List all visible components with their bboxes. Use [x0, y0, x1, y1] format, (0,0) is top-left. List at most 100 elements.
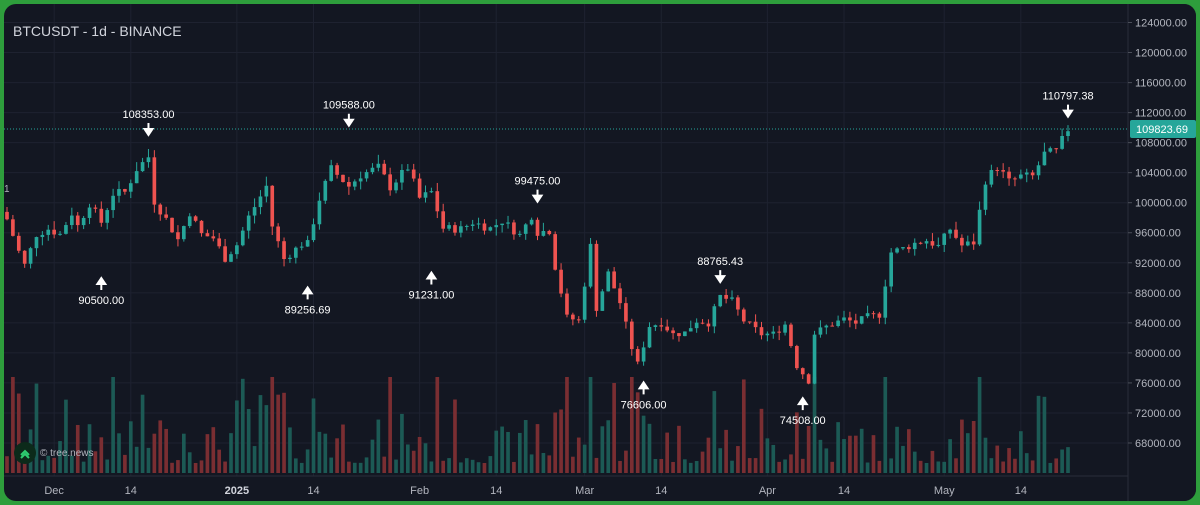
candle-body[interactable]	[382, 163, 387, 175]
candle-body[interactable]	[1054, 148, 1059, 150]
candle-body[interactable]	[971, 241, 976, 245]
candle-body[interactable]	[942, 233, 947, 245]
candle-body[interactable]	[930, 241, 935, 246]
candle-body[interactable]	[16, 235, 21, 251]
candle-body[interactable]	[429, 191, 434, 193]
candle-body[interactable]	[936, 244, 941, 246]
candle-body[interactable]	[358, 178, 363, 182]
candle-body[interactable]	[170, 217, 174, 233]
candle-body[interactable]	[653, 325, 658, 328]
candle-body[interactable]	[288, 257, 292, 260]
candle-body[interactable]	[423, 192, 428, 198]
candle-body[interactable]	[730, 297, 734, 299]
candle-body[interactable]	[517, 233, 522, 235]
candle-body[interactable]	[405, 169, 410, 171]
candle-body[interactable]	[134, 171, 139, 184]
candle-body[interactable]	[977, 209, 982, 245]
candle-body[interactable]	[918, 242, 923, 244]
candle-body[interactable]	[635, 349, 640, 362]
candle-body[interactable]	[954, 229, 958, 238]
candle-body[interactable]	[541, 231, 546, 236]
candle-body[interactable]	[111, 195, 115, 211]
candle-body[interactable]	[217, 238, 222, 247]
candle-body[interactable]	[576, 319, 581, 321]
candle-body[interactable]	[105, 210, 110, 223]
candle-body[interactable]	[123, 189, 127, 192]
candle-body[interactable]	[824, 325, 829, 328]
candle-body[interactable]	[948, 229, 952, 234]
candle-body[interactable]	[1013, 178, 1017, 180]
candle-body[interactable]	[176, 232, 180, 240]
candle-body[interactable]	[264, 185, 269, 197]
candle-body[interactable]	[612, 271, 616, 289]
candle-body[interactable]	[512, 222, 516, 235]
candle-body[interactable]	[506, 222, 510, 224]
candle-body[interactable]	[323, 180, 328, 201]
candle-body[interactable]	[859, 316, 864, 324]
candle-body[interactable]	[1066, 131, 1070, 136]
candle-body[interactable]	[960, 237, 964, 246]
candle-body[interactable]	[842, 317, 846, 321]
candle-body[interactable]	[1001, 170, 1005, 172]
candle-body[interactable]	[529, 219, 534, 225]
candle-body[interactable]	[688, 328, 693, 332]
candle-body[interactable]	[606, 271, 611, 292]
candle-body[interactable]	[818, 327, 823, 335]
candle-body[interactable]	[806, 374, 811, 384]
candle-body[interactable]	[335, 165, 339, 175]
candle-body[interactable]	[370, 167, 375, 173]
candle-body[interactable]	[411, 169, 416, 179]
candle-body[interactable]	[865, 313, 870, 317]
candle-body[interactable]	[747, 321, 752, 323]
candle-body[interactable]	[600, 291, 605, 311]
candle-body[interactable]	[317, 200, 322, 225]
candle-body[interactable]	[28, 248, 33, 264]
candle-body[interactable]	[347, 182, 351, 187]
candle-body[interactable]	[989, 170, 994, 185]
candle-body[interactable]	[1036, 165, 1041, 176]
candle-body[interactable]	[87, 207, 92, 218]
candle-body[interactable]	[117, 189, 121, 196]
candle-body[interactable]	[459, 226, 463, 233]
candle-body[interactable]	[400, 169, 404, 183]
candle-body[interactable]	[736, 297, 740, 310]
candle-body[interactable]	[789, 324, 793, 347]
candle-body[interactable]	[488, 227, 493, 231]
candle-body[interactable]	[1030, 172, 1035, 176]
candle-body[interactable]	[800, 368, 805, 375]
candle-body[interactable]	[895, 248, 899, 253]
candle-body[interactable]	[417, 178, 422, 198]
candle-body[interactable]	[912, 242, 917, 250]
candle-body[interactable]	[329, 165, 334, 181]
candle-body[interactable]	[276, 226, 280, 242]
candle-body[interactable]	[700, 322, 705, 324]
candle-body[interactable]	[830, 325, 835, 327]
candle-body[interactable]	[258, 196, 263, 208]
candle-body[interactable]	[694, 322, 699, 329]
candle-body[interactable]	[294, 247, 298, 258]
candle-body[interactable]	[146, 157, 151, 163]
candle-body[interactable]	[712, 306, 717, 327]
candle-body[interactable]	[965, 241, 970, 246]
candle-body[interactable]	[305, 240, 310, 247]
candle-body[interactable]	[388, 174, 392, 191]
candle-body[interactable]	[553, 234, 558, 270]
candle-body[interactable]	[211, 236, 216, 239]
candle-body[interactable]	[140, 162, 145, 172]
candle-body[interactable]	[205, 233, 210, 237]
candle-body[interactable]	[659, 325, 664, 327]
candle-body[interactable]	[671, 330, 675, 334]
candle-body[interactable]	[470, 224, 475, 226]
candle-body[interactable]	[907, 247, 911, 250]
candle-body[interactable]	[93, 207, 98, 209]
candle-body[interactable]	[282, 241, 286, 260]
candle-body[interactable]	[665, 326, 670, 331]
candle-body[interactable]	[853, 320, 858, 324]
candle-body[interactable]	[5, 211, 9, 220]
candle-body[interactable]	[765, 333, 770, 336]
candle-body[interactable]	[683, 331, 687, 337]
candle-body[interactable]	[783, 324, 787, 333]
candle-body[interactable]	[40, 234, 45, 238]
candles[interactable]	[5, 125, 1070, 385]
candle-body[interactable]	[22, 250, 27, 264]
